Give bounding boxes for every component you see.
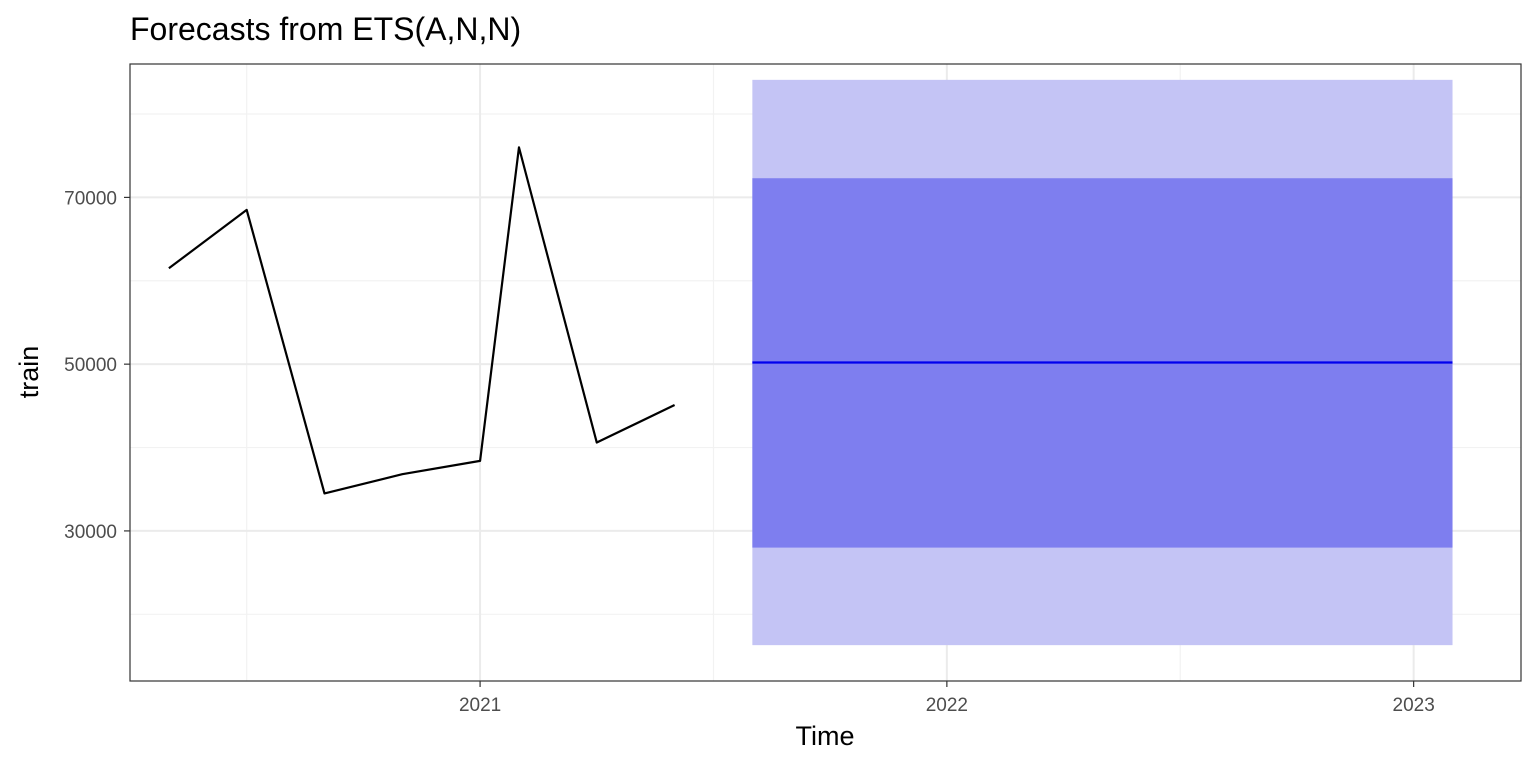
observed-series-line — [168, 146, 676, 495]
x-tick-label: 2021 — [459, 695, 501, 716]
panel-border — [129, 63, 1522, 682]
chart-title: Forecasts from ETS(A,N,N) — [130, 11, 521, 47]
y-axis-title: train — [14, 346, 44, 399]
x-tick-label: 2022 — [926, 695, 968, 716]
y-tick-label: 30000 — [64, 522, 117, 543]
y-tick-label: 50000 — [64, 355, 117, 376]
x-tick-label: 2023 — [1393, 695, 1435, 716]
x-axis-title: Time — [796, 721, 855, 751]
y-tick-label: 70000 — [64, 188, 117, 209]
